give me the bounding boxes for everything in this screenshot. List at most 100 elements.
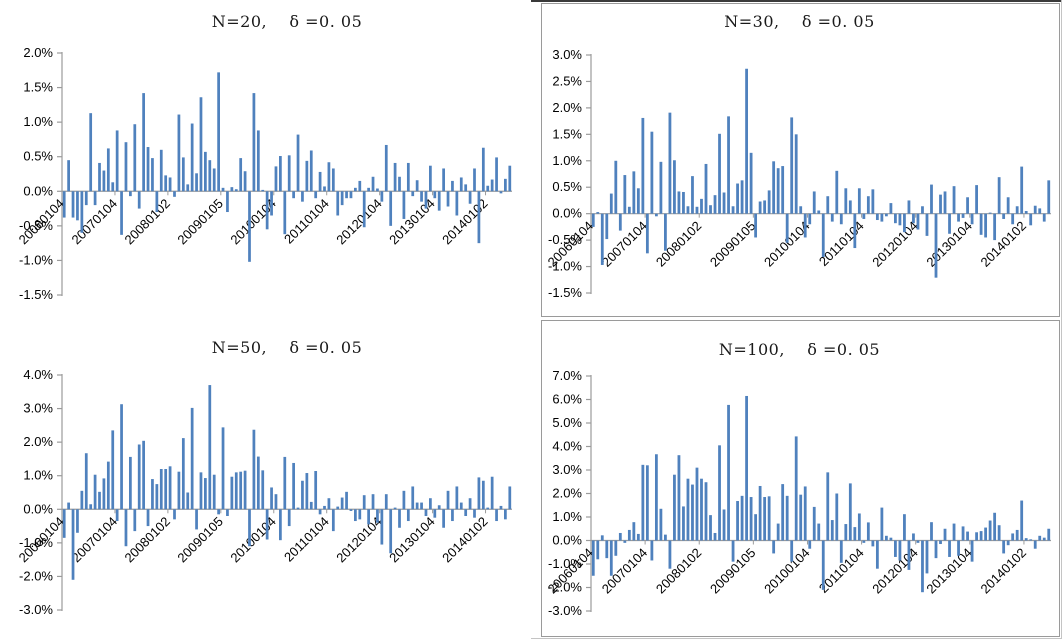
- bar: [133, 124, 137, 192]
- bar: [137, 444, 141, 510]
- bar: [664, 213, 667, 251]
- bar: [808, 540, 812, 549]
- bar: [234, 472, 238, 510]
- bar: [1024, 538, 1028, 541]
- y-tick-label: 7.0%: [552, 368, 582, 383]
- bar: [997, 525, 1001, 541]
- bar: [349, 509, 353, 511]
- bar: [354, 509, 357, 522]
- bar: [668, 540, 672, 569]
- bar: [384, 144, 388, 192]
- y-tick-label: -0.5%: [548, 232, 582, 247]
- y-tick-label: -1.0%: [548, 259, 582, 274]
- bar: [736, 183, 739, 214]
- bar: [133, 509, 137, 532]
- y-tick-label: -1.0%: [548, 556, 582, 571]
- bar: [952, 186, 956, 214]
- bar: [1033, 540, 1037, 549]
- bar: [168, 177, 172, 192]
- bar: [243, 470, 247, 510]
- bar: [164, 469, 168, 510]
- bar: [645, 213, 649, 254]
- bar: [984, 213, 988, 238]
- bar: [1029, 539, 1033, 541]
- bar: [880, 507, 884, 541]
- bar: [875, 540, 879, 569]
- bar: [654, 454, 658, 541]
- bar: [508, 486, 512, 510]
- bar: [1042, 213, 1046, 222]
- bar: [754, 213, 758, 238]
- bar: [862, 540, 866, 543]
- bar: [181, 438, 185, 510]
- bar: [1011, 213, 1015, 225]
- bar: [146, 509, 150, 527]
- bar: [731, 540, 735, 562]
- bar: [248, 191, 251, 262]
- bar: [371, 176, 375, 192]
- bar: [641, 117, 645, 214]
- bar: [314, 191, 318, 199]
- bar: [279, 509, 282, 541]
- bar: [898, 540, 902, 561]
- bar: [499, 505, 503, 510]
- bar: [830, 213, 834, 222]
- bar: [411, 486, 415, 510]
- bar: [903, 213, 906, 233]
- bar: [451, 509, 454, 522]
- bar: [709, 205, 712, 214]
- bar: [939, 540, 942, 545]
- bar: [495, 157, 498, 192]
- bar: [137, 191, 141, 209]
- bar: [230, 187, 234, 192]
- bars: [62, 385, 512, 580]
- bar: [727, 116, 730, 214]
- bar: [614, 540, 618, 556]
- bar: [393, 507, 397, 510]
- bar: [292, 191, 295, 199]
- chart-n50-plot: 4.0% 3.0% 2.0% 1.0% 0.0% -1.0% -2.0% -3.0% 20060…: [16, 367, 512, 617]
- bar: [866, 522, 870, 541]
- bar: [84, 453, 88, 510]
- bars: [62, 72, 512, 262]
- bar: [745, 68, 748, 214]
- y-tick-label: -0.5%: [19, 218, 53, 233]
- bar: [115, 130, 119, 192]
- bar: [645, 465, 649, 541]
- bar: [389, 191, 393, 226]
- chart-title-n50: N=50, δ =0. 05: [211, 338, 363, 357]
- bar: [367, 509, 370, 525]
- bar: [650, 540, 654, 561]
- bar: [331, 509, 335, 532]
- y-tick-label: 0.5%: [23, 149, 53, 164]
- bar: [700, 198, 703, 214]
- bar: [208, 160, 212, 192]
- bar: [226, 191, 229, 213]
- chart-n100: 7.0% 6.0% 5.0% 4.0% 3.0% 2.0% 1.0% 0.0% -1.0% -2.…: [541, 320, 1060, 637]
- bar: [790, 540, 794, 562]
- bar: [84, 191, 88, 206]
- y-tick-label: -3.0%: [548, 603, 582, 618]
- bar: [331, 168, 335, 192]
- bar: [916, 213, 920, 230]
- bar: [605, 540, 609, 559]
- bar: [164, 175, 168, 192]
- y-tick-label: 4.0%: [23, 367, 53, 382]
- y-axis: 4.0% 3.0% 2.0% 1.0% 0.0% -1.0% -2.0% -3.0%: [19, 367, 63, 617]
- chart-title-n100: N=100, δ =0. 05: [718, 340, 881, 359]
- bar: [934, 540, 938, 559]
- bar: [862, 213, 866, 219]
- bar: [274, 166, 278, 192]
- bar: [159, 149, 163, 192]
- bar: [767, 190, 771, 214]
- bar: [459, 502, 463, 510]
- y-tick-label: 1.0%: [23, 468, 53, 483]
- bar: [265, 509, 269, 540]
- bar: [393, 162, 397, 192]
- x-tick-label: 20090105: [174, 514, 226, 566]
- bar: [296, 134, 300, 192]
- bar: [376, 509, 379, 523]
- y-tick-label: -3.0%: [19, 602, 53, 617]
- bar: [98, 491, 101, 510]
- y-tick-label: -1.5%: [19, 287, 53, 302]
